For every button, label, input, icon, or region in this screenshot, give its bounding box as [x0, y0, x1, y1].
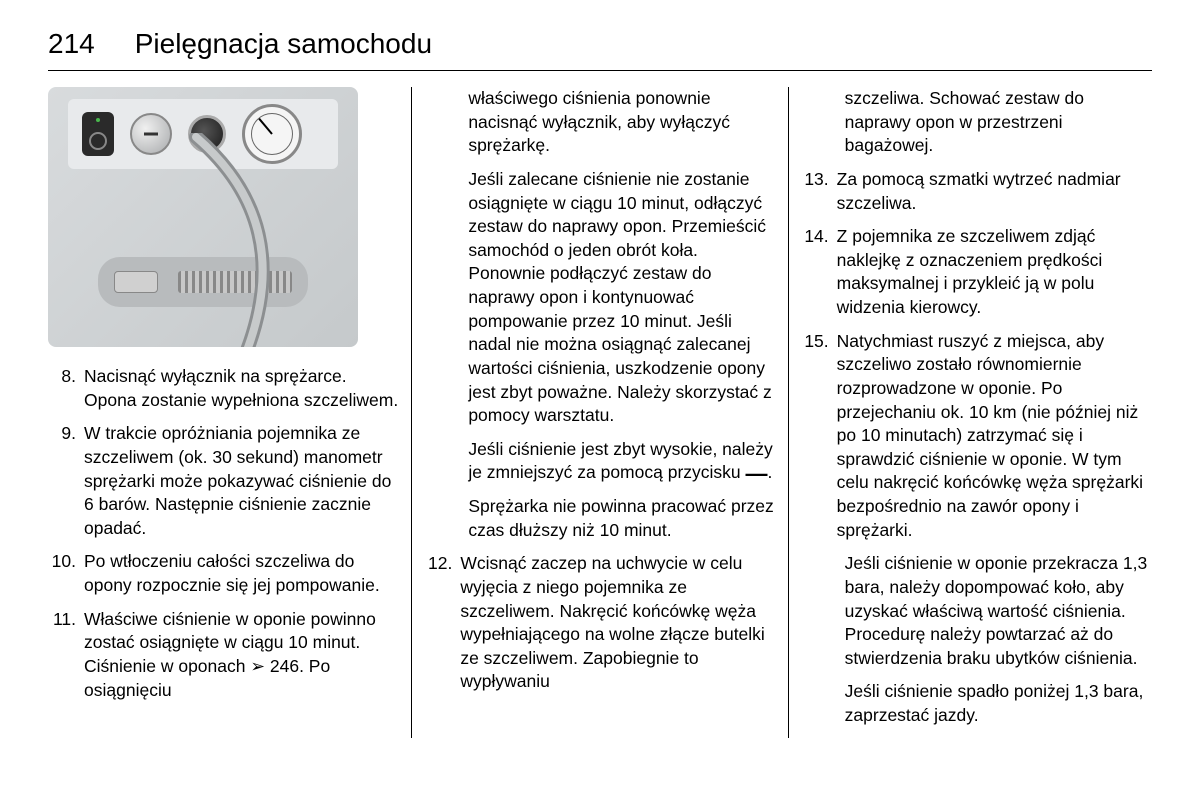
body-para: Jeśli zalecane ciśnienie nie zostanie os…: [468, 168, 775, 428]
item-text: Nacisnąć wyłącznik na sprężarce. Opona z…: [84, 365, 399, 412]
body-para: Jeśli ciśnienie jest zbyt wysokie, należ…: [468, 438, 775, 485]
minus-button-icon: —: [746, 467, 768, 480]
vent-icon: [178, 271, 292, 293]
body-para: Sprężarka nie powinna pracować przez cza…: [468, 495, 775, 542]
item-text: Wcisnąć zaczep na uchwycie w celu wyjęci…: [460, 552, 775, 694]
list-item: 8. Nacisnąć wyłącznik na sprężarce. Opon…: [48, 365, 399, 412]
hose-port-icon: [188, 115, 226, 153]
item-text: Natychmiast ruszyć z miejsca, aby szczel…: [837, 330, 1152, 543]
column-2: właściwego ciśnienia ponownie nacisnąć w…: [412, 87, 788, 738]
compressor-top-panel: [68, 99, 338, 169]
list-item: 13. Za pomocą szmatki wytrzeć nadmiar sz…: [801, 168, 1152, 215]
body-para: Jeśli ciśnienie w oponie przekracza 1,3 …: [845, 552, 1152, 670]
control-knob-icon: [130, 113, 172, 155]
item-number: 9.: [48, 422, 84, 540]
compressor-bottom-panel: [98, 257, 308, 307]
page-header: 214 Pielęgnacja samochodu: [48, 28, 1152, 60]
power-plug-icon: [114, 271, 158, 293]
item-number: 11.: [48, 608, 84, 703]
content-columns: 8. Nacisnąć wyłącznik na sprężarce. Opon…: [48, 87, 1152, 738]
continuation-para: właściwego ciśnienia ponownie nacisnąć w…: [468, 87, 775, 158]
list-item: 12. Wcisnąć zaczep na uchwycie w celu wy…: [424, 552, 775, 694]
page-number: 214: [48, 28, 95, 60]
item-text: Z pojemnika ze szczeliwem zdjąć naklejkę…: [837, 225, 1152, 320]
item-text: W trakcie opróżniania pojemnika ze szcze…: [84, 422, 399, 540]
item-number: 15.: [801, 330, 837, 543]
item-text: Właściwe ciśnienie w oponie powinno zost…: [84, 608, 399, 703]
item-text: Za pomocą szmatki wytrzeć nadmiar szczel…: [837, 168, 1152, 215]
item-number: 14.: [801, 225, 837, 320]
list-item: 9. W trakcie opróżniania pojemnika ze sz…: [48, 422, 399, 540]
item-number: 13.: [801, 168, 837, 215]
item-number: 8.: [48, 365, 84, 412]
list-item: 15. Natychmiast ruszyć z miejsca, aby sz…: [801, 330, 1152, 543]
item-text: Po wtłoczeniu całości szczeliwa do opony…: [84, 550, 399, 597]
power-switch-icon: [82, 112, 114, 156]
list-item: 11. Właściwe ciśnienie w oponie powinno …: [48, 608, 399, 703]
list-item: 10. Po wtłoczeniu całości szczeliwa do o…: [48, 550, 399, 597]
para-text-pre: Jeśli ciśnienie jest zbyt wysokie, należ…: [468, 439, 772, 483]
compressor-illustration: [48, 87, 358, 347]
body-para: Jeśli ciśnienie spadło poniżej 1,3 bara,…: [845, 680, 1152, 727]
column-1: 8. Nacisnąć wyłącznik na sprężarce. Opon…: [48, 87, 412, 738]
para-text-post: .: [768, 462, 773, 482]
continuation-para: szczeliwa. Schować zestaw do naprawy opo…: [845, 87, 1152, 158]
pressure-gauge-icon: [242, 104, 302, 164]
list-item: 14. Z pojemnika ze szczeliwem zdjąć nakl…: [801, 225, 1152, 320]
section-title: Pielęgnacja samochodu: [135, 28, 432, 60]
column-3: szczeliwa. Schować zestaw do naprawy opo…: [789, 87, 1152, 738]
item-number: 12.: [424, 552, 460, 694]
item-number: 10.: [48, 550, 84, 597]
header-divider: [48, 70, 1152, 71]
